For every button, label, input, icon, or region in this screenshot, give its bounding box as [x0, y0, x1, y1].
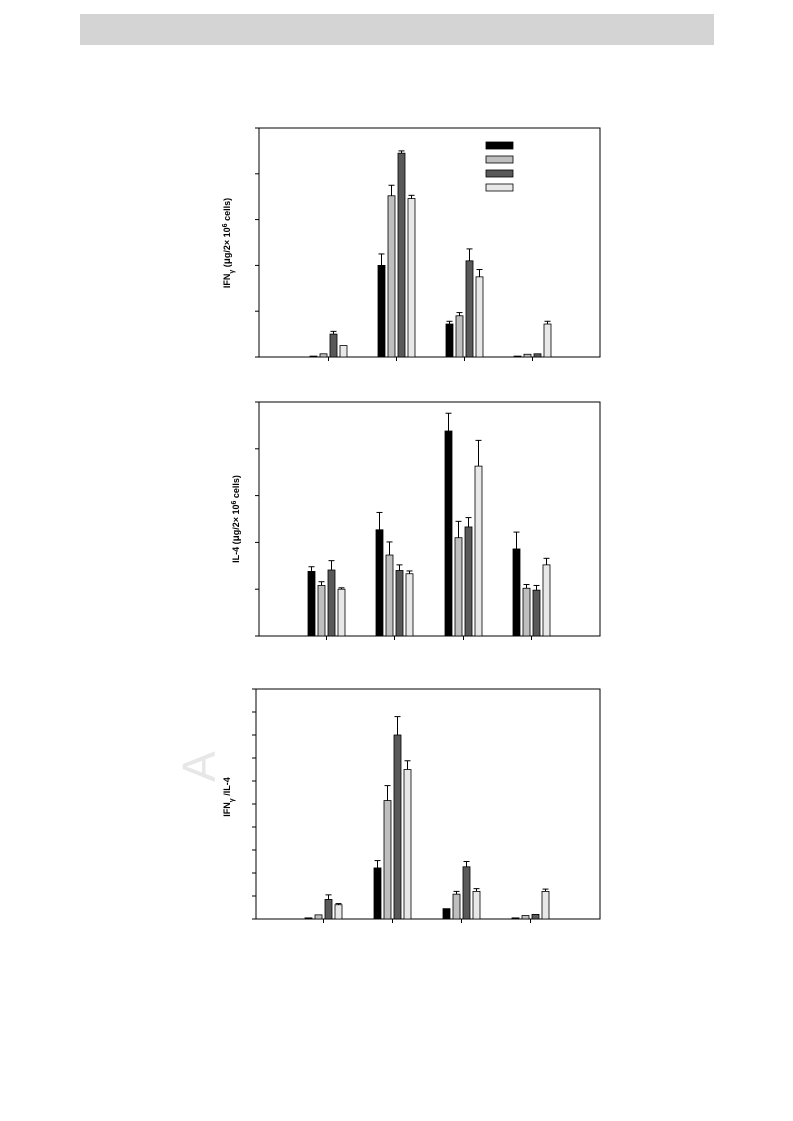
bar-series-1: [442, 908, 451, 920]
y-axis-label-part: γ: [229, 270, 236, 274]
bar-series-2: [522, 587, 531, 637]
y-axis-label-part: IFN: [222, 802, 232, 817]
bar-series-1: [513, 355, 522, 358]
legend-swatch-1: [485, 141, 514, 150]
bar-series-2: [454, 537, 463, 637]
bar-series-2: [521, 915, 530, 920]
y-axis-label-part: (: [231, 541, 241, 547]
y-axis-label-part: μ: [222, 258, 233, 264]
bar-series-2: [452, 893, 461, 920]
bar-series-4: [472, 891, 481, 920]
legend-swatch-4: [485, 183, 514, 192]
chart-ifn-il4-ratio: IFNγ /IL-4: [222, 688, 601, 923]
bar-series-3: [462, 866, 471, 920]
y-axis-label-part: μ: [231, 535, 242, 541]
bar-series-4: [474, 465, 483, 637]
y-axis-label: IFNγ (μg/2× 106 cells): [222, 198, 236, 288]
plot-frame: [255, 688, 601, 920]
bar-series-3: [329, 333, 338, 358]
bar-series-3: [397, 152, 406, 358]
y-axis-label-part: cells): [222, 198, 232, 224]
bar-series-2: [387, 195, 396, 358]
bar-series-1: [307, 571, 316, 637]
bar-series-4: [475, 276, 484, 358]
bar-series-4: [407, 198, 416, 358]
bar-series-1: [511, 917, 520, 920]
bar-series-2: [319, 353, 328, 358]
bar-series-3: [465, 260, 474, 358]
bar-series-2: [385, 554, 394, 637]
bar-series-4: [339, 345, 348, 358]
plot-frame: [258, 127, 601, 358]
bar-series-1: [444, 430, 453, 637]
y-axis-label-part: g/2× 10: [231, 505, 241, 536]
y-axis-label-part: γ: [229, 798, 236, 802]
y-axis-label-part: g/2× 10: [222, 227, 232, 258]
plot-frame: [258, 401, 601, 637]
chart-il4: IL-4 (μg/2× 106 cells): [231, 401, 601, 640]
bar-series-4: [543, 323, 552, 358]
bar-series-1: [512, 548, 521, 637]
bar-series-1: [309, 355, 318, 358]
bar-series-4: [405, 573, 414, 637]
bar-series-1: [373, 867, 382, 920]
legend-swatch-2: [485, 155, 514, 164]
bar-series-4: [541, 891, 550, 920]
bar-series-4: [334, 904, 343, 920]
y-axis-label-part: cells): [231, 475, 241, 501]
bar-series-2: [455, 315, 464, 358]
y-axis-label-part: 6: [222, 223, 229, 227]
bar-series-1: [375, 529, 384, 637]
bar-series-4: [542, 564, 551, 637]
y-axis-label-part: /IL-4: [222, 777, 232, 798]
bar-series-4: [337, 588, 346, 637]
bar-series-4: [403, 769, 412, 920]
bar-series-2: [314, 914, 323, 920]
bar-series-1: [377, 264, 386, 358]
bar-series-3: [531, 914, 540, 920]
header-band: [80, 14, 714, 45]
bar-series-3: [533, 353, 542, 358]
bar-series-2: [317, 585, 326, 637]
chart-ifn-gamma: IFNγ (μg/2× 106 cells): [222, 127, 601, 361]
y-axis-label: IFNγ /IL-4: [222, 777, 236, 816]
bar-series-3: [395, 570, 404, 637]
bar-series-3: [532, 589, 541, 637]
bar-series-3: [324, 899, 333, 920]
y-axis-label-part: IL-4: [231, 547, 241, 563]
bar-series-1: [445, 323, 454, 358]
bar-series-3: [393, 734, 402, 920]
bar-series-3: [327, 569, 336, 637]
y-axis-label-part: IFN: [222, 274, 232, 289]
bar-series-3: [464, 526, 473, 637]
legend-swatch-3: [485, 169, 514, 178]
y-axis-label-part: 6: [231, 501, 238, 505]
bar-series-2: [383, 800, 392, 920]
y-axis-label-part: (: [222, 264, 232, 270]
bar-series-1: [304, 917, 313, 920]
y-axis-label: IL-4 (μg/2× 106 cells): [231, 475, 243, 563]
bar-series-2: [523, 353, 532, 358]
